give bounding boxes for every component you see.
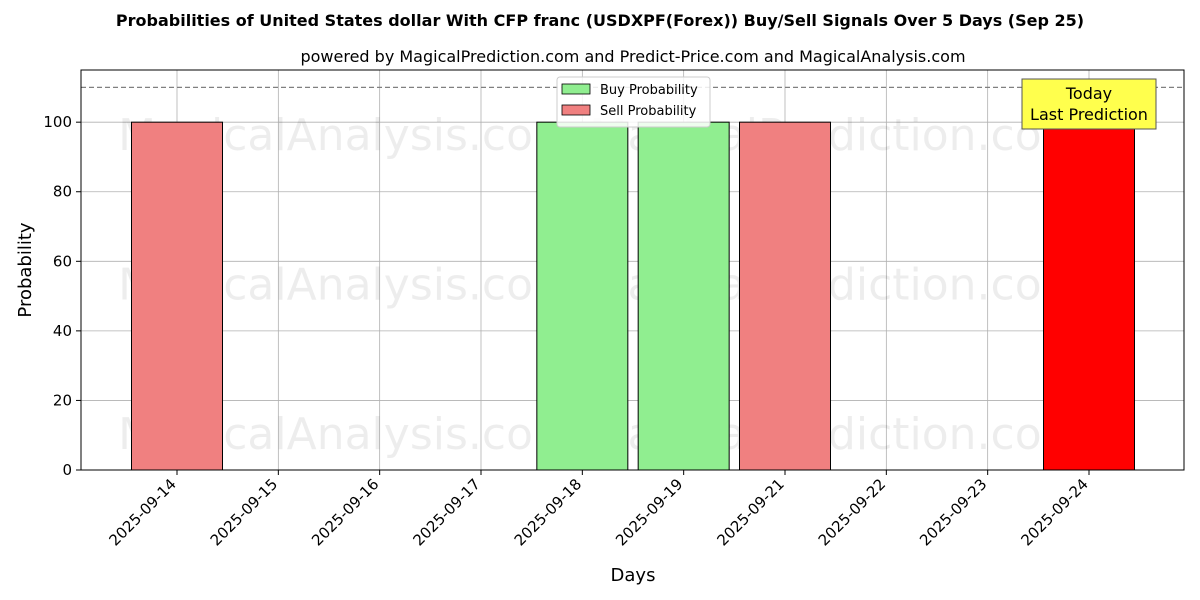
- plot-frame: [80, 69, 1185, 471]
- today-annotation-box: [1021, 78, 1157, 130]
- sell-bar-2025-09-14: [131, 121, 223, 471]
- legend: Buy Probability Sell Probability: [556, 76, 711, 128]
- today-annotation-line-2: Last Prediction: [1030, 105, 1148, 124]
- y-axis-label: Probability: [15, 222, 36, 317]
- x-tick-label: 2025-09-14: [105, 475, 179, 549]
- x-axis-label: Days: [611, 565, 656, 586]
- y-tick-label: 100: [43, 113, 72, 131]
- legend-sell-swatch: [561, 104, 591, 116]
- buy-bar-2025-09-18: [536, 121, 629, 471]
- y-tick-label: 0: [62, 461, 72, 479]
- buy-bar-2025-09-19: [637, 121, 730, 471]
- x-tick-label: 2025-09-22: [815, 475, 889, 549]
- y-tick-label: 60: [53, 252, 72, 270]
- chart-title: Probabilities of United States dollar Wi…: [116, 11, 1084, 30]
- x-tick-label: 2025-09-21: [713, 475, 787, 549]
- x-tick-label: 2025-09-19: [612, 475, 686, 549]
- legend-buy-swatch: [561, 83, 591, 95]
- x-tick-label: 2025-09-17: [409, 475, 483, 549]
- y-tick-label: 80: [53, 183, 72, 201]
- x-tick-label: 2025-09-16: [308, 475, 382, 549]
- x-tick-label: 2025-09-15: [207, 475, 281, 549]
- y-tick-label: 20: [53, 391, 72, 409]
- sell-bar-2025-09-21: [739, 121, 831, 471]
- legend-box: [556, 76, 711, 128]
- today-annotation-line-1: Today: [1065, 84, 1112, 103]
- legend-sell-label: Sell Probability: [600, 104, 697, 119]
- x-tick-label: 2025-09-23: [916, 475, 990, 549]
- sell-bar-2025-09-24: [1043, 121, 1135, 471]
- x-tick-label: 2025-09-24: [1017, 475, 1091, 549]
- y-tick-label: 40: [53, 322, 72, 340]
- today-annotation: Today Last Prediction: [1021, 78, 1157, 130]
- bars: [131, 121, 1135, 471]
- legend-buy-label: Buy Probability: [600, 83, 698, 98]
- x-tick-label: 2025-09-18: [511, 475, 585, 549]
- chart-subtitle: powered by MagicalPrediction.com and Pre…: [300, 47, 965, 66]
